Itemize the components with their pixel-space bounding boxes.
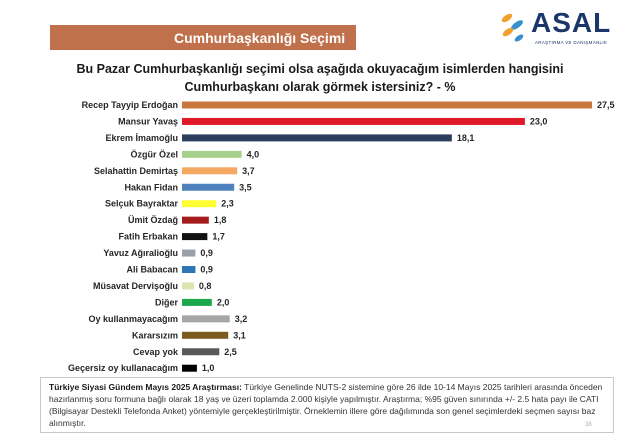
value-label: 1,7 <box>212 232 225 242</box>
asal-logo: ASAL ARAŞTIRMA VE DANIŞMANLIK <box>498 7 620 46</box>
bar <box>182 200 217 208</box>
bar <box>182 249 196 257</box>
category-label: Ali Babacan <box>126 265 178 275</box>
logo-mark-icon <box>501 13 524 42</box>
value-label: 0,9 <box>200 265 213 275</box>
page-title: Cumhurbaşkanlığı Seçimi <box>174 30 346 46</box>
bar <box>182 364 197 372</box>
bar <box>182 150 242 158</box>
bar <box>182 298 212 306</box>
category-label: Özgür Özel <box>130 149 178 159</box>
bar <box>182 266 196 273</box>
category-label: Ekrem İmamoğlu <box>105 133 178 143</box>
category-label: Geçersiz oy kullanacağım <box>68 363 178 373</box>
value-label: 2,5 <box>224 347 237 357</box>
survey-question: Bu Pazar Cumhurbaşkanlığı seçimi olsa aş… <box>60 60 580 96</box>
value-label: 0,9 <box>200 248 213 258</box>
bar <box>182 101 592 109</box>
logo-wordmark: ASAL <box>531 7 612 38</box>
methodology-note: Türkiye Siyasi Gündem Mayıs 2025 Araştır… <box>40 377 614 433</box>
value-label: 1,0 <box>202 363 215 373</box>
bar <box>182 331 229 339</box>
category-label: Hakan Fidan <box>124 182 178 192</box>
category-label: Oy kullanmayacağım <box>88 314 178 324</box>
value-label: 3,1 <box>233 330 246 340</box>
value-label: 23,0 <box>530 116 548 126</box>
value-label: 0,8 <box>199 281 212 291</box>
note-text: Türkiye Genelinde NUTS-2 sistemine göre … <box>49 382 603 428</box>
value-label: 3,5 <box>239 182 252 192</box>
note-heading: Türkiye Siyasi Gündem Mayıs 2025 Araştır… <box>49 382 242 392</box>
value-label: 18,1 <box>457 133 475 143</box>
category-label: Recep Tayyip Erdoğan <box>82 100 178 110</box>
category-label: Selçuk Bayraktar <box>105 199 179 209</box>
category-label: Yavuz Ağıralioğlu <box>103 248 178 258</box>
value-label: 2,3 <box>221 199 234 209</box>
category-label: Müsavat Dervişoğlu <box>93 281 178 291</box>
logo-subtitle: ARAŞTIRMA VE DANIŞMANLIK <box>535 40 608 45</box>
bar <box>182 134 452 142</box>
category-label: Ümit Özdağ <box>128 215 178 225</box>
bar <box>182 216 209 224</box>
category-label: Kararsızım <box>132 330 178 340</box>
category-label: Mansur Yavaş <box>118 116 178 126</box>
value-label: 1,8 <box>214 215 227 225</box>
bar-chart: Recep Tayyip Erdoğan 27,5 Mansur Yavaş 23,0… <box>68 100 615 373</box>
category-label: Cevap yok <box>133 347 179 357</box>
question-line-2: Cumhurbaşkanı olarak görmek istersiniz? … <box>184 80 456 94</box>
bar <box>182 315 230 323</box>
value-label: 2,0 <box>217 297 230 307</box>
value-label: 3,7 <box>242 166 255 176</box>
value-label: 27,5 <box>597 100 615 110</box>
question-line-1: Bu Pazar Cumhurbaşkanlığı seçimi olsa aş… <box>76 62 564 76</box>
title-banner: Cumhurbaşkanlığı Seçimi <box>50 25 356 50</box>
category-label: Selahattin Demirtaş <box>94 166 178 176</box>
category-label: Diğer <box>155 297 179 307</box>
bar <box>182 167 238 175</box>
bar <box>182 233 208 241</box>
value-label: 3,2 <box>235 314 248 324</box>
category-label: Fatih Erbakan <box>118 232 178 242</box>
bar <box>182 117 525 125</box>
bar <box>182 282 194 290</box>
value-label: 4,0 <box>247 149 260 159</box>
page-number: 38 <box>585 422 592 428</box>
bar <box>182 348 220 356</box>
bar <box>182 183 235 191</box>
